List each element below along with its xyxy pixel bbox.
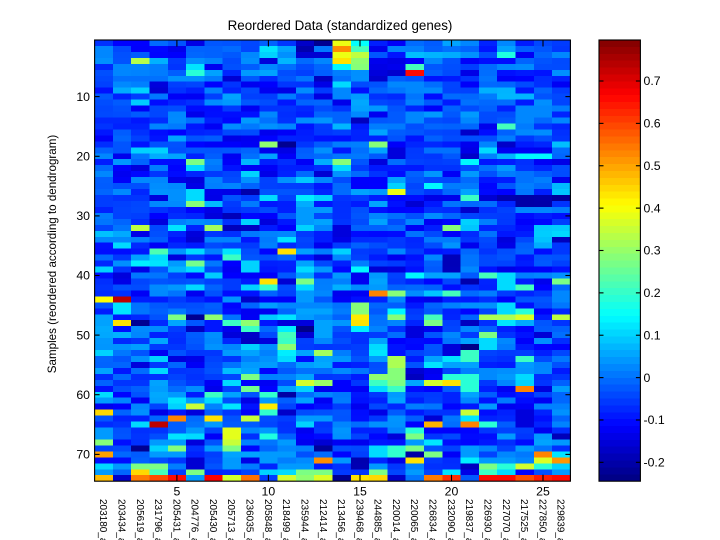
svg-text:0: 0 [644,371,651,385]
svg-text:25: 25 [536,485,550,499]
svg-text:Samples (reordered according t: Samples (reordered according to dendrogr… [46,135,59,374]
svg-text:236035_at: 236035_at [244,499,255,540]
svg-text:235944_at: 235944_at [298,499,309,540]
svg-text:219837_at: 219837_at [463,499,474,540]
svg-text:40: 40 [76,269,90,283]
svg-text:226930_at: 226930_at [481,499,492,540]
svg-text:239468_at: 239468_at [353,499,364,540]
svg-text:204776_at: 204776_at [189,499,200,540]
svg-text:203180_at: 203180_at [97,499,108,540]
svg-text:227850_at: 227850_at [536,499,547,540]
svg-text:231796_at: 231796_at [152,499,163,540]
svg-text:10: 10 [76,90,90,104]
svg-text:50: 50 [76,328,90,342]
svg-text:70: 70 [76,448,90,462]
svg-text:0.7: 0.7 [644,74,661,88]
svg-text:0.2: 0.2 [644,286,661,300]
svg-text:217525_at: 217525_at [518,499,529,540]
svg-text:220065_at: 220065_at [408,499,419,540]
svg-text:5: 5 [173,485,180,499]
svg-text:232090_at: 232090_at [445,499,456,540]
svg-text:227070_at: 227070_at [500,499,511,540]
svg-text:0.4: 0.4 [644,201,661,215]
svg-text:220014_at: 220014_at [390,499,401,540]
svg-text:30: 30 [76,209,90,223]
svg-text:212414_at: 212414_at [317,499,328,540]
svg-text:10: 10 [262,485,276,499]
svg-text:218499_at: 218499_at [280,499,291,540]
svg-text:0.5: 0.5 [644,159,661,173]
svg-text:203434_at: 203434_at [116,499,127,540]
svg-text:0.6: 0.6 [644,117,661,131]
svg-text:15: 15 [353,485,367,499]
svg-text:-0.2: -0.2 [644,456,665,470]
svg-text:213456_at: 213456_at [335,499,346,540]
svg-text:60: 60 [76,388,90,402]
svg-text:0.3: 0.3 [644,244,661,258]
svg-text:0.1: 0.1 [644,328,661,342]
svg-text:Reordered Data (standardized g: Reordered Data (standardized genes) [228,18,453,33]
svg-text:205848_at: 205848_at [262,499,273,540]
svg-text:20: 20 [445,485,459,499]
svg-text:205713_at: 205713_at [225,499,236,540]
svg-text:205431_at: 205431_at [170,499,181,540]
svg-text:205430_at: 205430_at [207,499,218,540]
svg-text:229839_at: 229839_at [555,499,566,540]
svg-text:244885_at: 244885_at [372,499,383,540]
svg-text:205619_at: 205619_at [134,499,145,540]
svg-text:-0.1: -0.1 [644,413,665,427]
svg-text:20: 20 [76,150,90,164]
svg-text:226834_at: 226834_at [427,499,438,540]
